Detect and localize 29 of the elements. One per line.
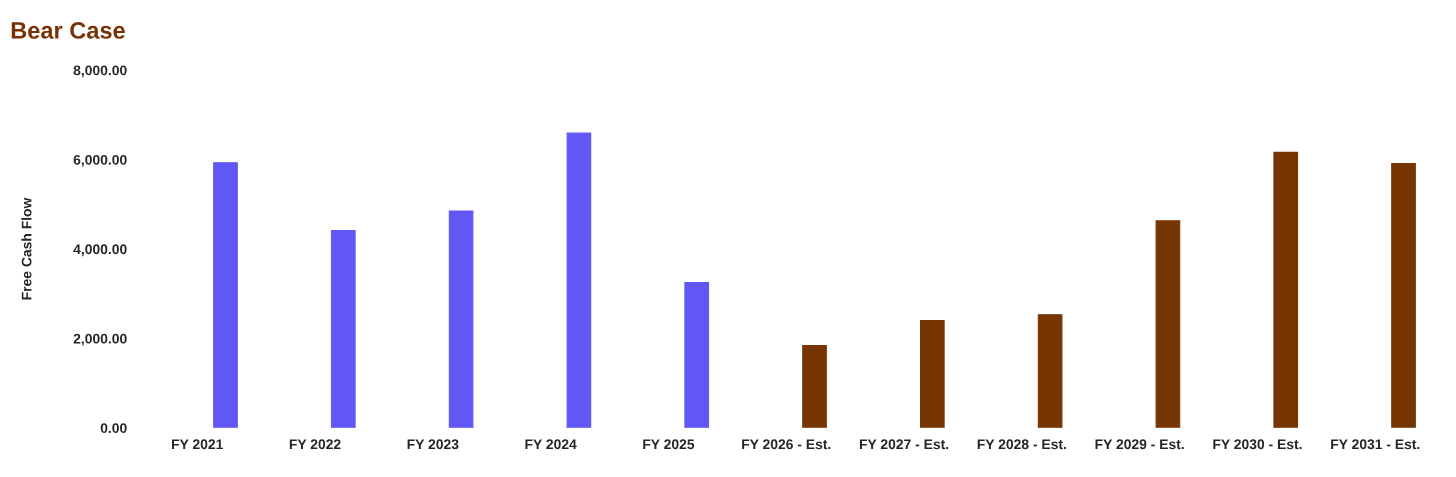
bar <box>684 281 710 428</box>
bar <box>448 210 474 428</box>
y-tick-label: 6,000.00 <box>73 154 127 167</box>
x-tick-label: FY 2024 <box>525 439 577 450</box>
chart-title: Bear Case <box>11 22 125 39</box>
y-tick-label: 8,000.00 <box>73 65 127 78</box>
bar <box>330 230 356 428</box>
x-tick-label: FY 2025 <box>643 439 695 450</box>
bar <box>566 132 592 428</box>
x-tick-label: FY 2029 - Est. <box>1095 439 1184 450</box>
x-tick-label: FY 2031 - Est. <box>1331 439 1420 450</box>
bar <box>802 345 827 428</box>
bar <box>919 319 945 428</box>
y-axis-title: Free Cash Flow <box>21 197 32 300</box>
x-tick-label: FY 2030 - Est. <box>1213 439 1302 450</box>
bar <box>1391 163 1416 428</box>
y-tick-label: 2,000.00 <box>73 333 127 346</box>
x-tick-label: FY 2027 - Est. <box>859 439 949 450</box>
x-tick-label: FY 2028 - Est. <box>977 439 1066 450</box>
y-tick-label: 0.00 <box>100 423 127 434</box>
y-tick-label: 4,000.00 <box>73 244 127 257</box>
bar <box>213 162 238 428</box>
x-tick-label: FY 2026 - Est. <box>742 439 831 450</box>
bar <box>1273 151 1299 428</box>
bar <box>1037 314 1063 428</box>
x-tick-label: FY 2022 <box>289 439 341 450</box>
x-tick-label: FY 2021 <box>172 439 223 450</box>
x-tick-label: FY 2023 <box>407 439 459 450</box>
bar <box>1155 220 1181 428</box>
